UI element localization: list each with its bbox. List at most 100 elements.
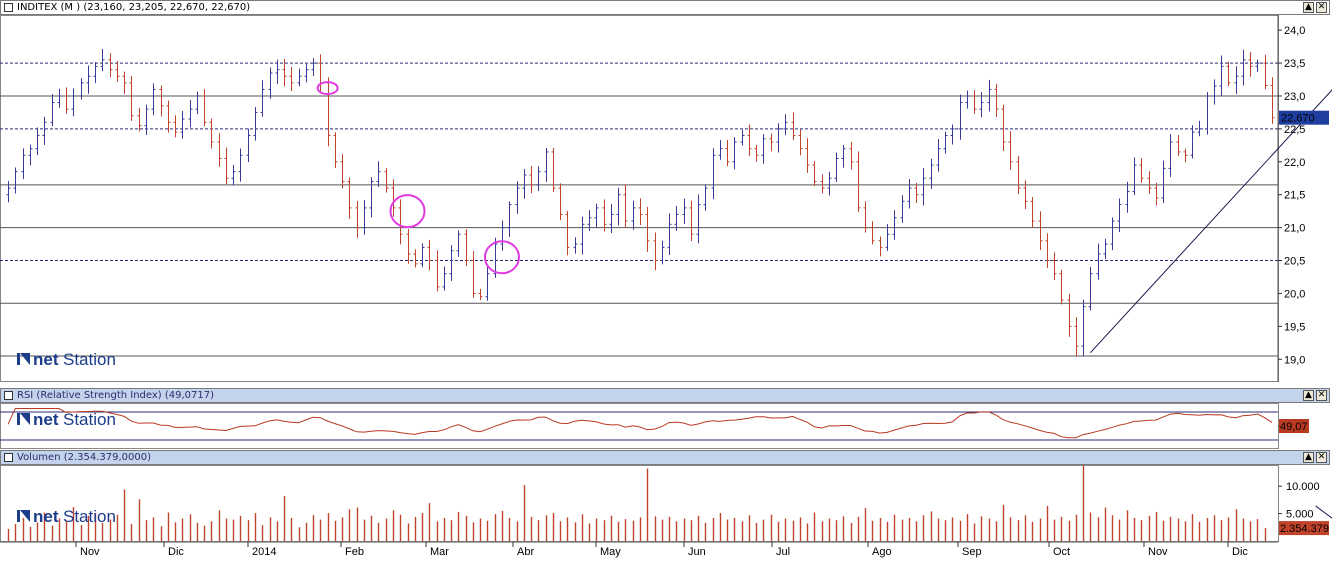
ohlc-bar: [950, 124, 955, 145]
x-tick-label: Sep: [962, 546, 982, 558]
ohlc-bar: [979, 92, 984, 118]
ohlc-bar: [1088, 266, 1093, 311]
price-panel-titlebar[interactable]: INDITEX (M ) (23,160, 23,205, 22,670, 22…: [0, 0, 1330, 15]
panel-close-button[interactable]: ✕: [1316, 452, 1327, 463]
y-tick-label: 21,0: [1284, 223, 1305, 235]
panel-select-box[interactable]: [4, 3, 13, 12]
volume-last-marker: [1279, 521, 1329, 536]
ohlc-bar: [965, 90, 970, 109]
ohlc-bar: [718, 140, 723, 160]
x-tick-label: Jun: [688, 546, 706, 558]
ohlc-bar: [464, 229, 469, 267]
logo-mark-icon: [20, 510, 30, 522]
price-plot-frame: [0, 15, 1279, 382]
ohlc-bar: [732, 137, 737, 170]
ohlc-bar: [449, 245, 454, 281]
ohlc-bar: [515, 181, 520, 214]
rsi-panel-titlebar[interactable]: RSI (Relative Strength Index) (49,0717) …: [0, 388, 1330, 403]
ohlc-bar: [369, 177, 374, 218]
ohlc-bar: [776, 123, 781, 153]
highlight-circle: [483, 240, 520, 275]
ohlc-bar: [1096, 243, 1101, 280]
ohlc-bar: [1110, 217, 1115, 251]
panel-select-box[interactable]: [4, 453, 13, 462]
ohlc-bar: [64, 87, 69, 114]
rsi-last-label: 49,07: [1280, 421, 1308, 433]
last-price-label: 22,670: [1281, 113, 1315, 125]
ohlc-bar: [594, 203, 599, 229]
ohlc-bar: [1059, 269, 1064, 305]
ohlc-bar: [1081, 299, 1086, 357]
ohlc-bar: [166, 100, 171, 133]
x-tick-label: Mar: [430, 546, 449, 558]
ohlc-bar: [478, 288, 483, 301]
ohlc-bar: [1248, 51, 1253, 77]
ohlc-bar: [1074, 317, 1079, 357]
ohlc-bar: [21, 148, 26, 179]
ohlc-bar: [1219, 55, 1224, 97]
ohlc-bar: [863, 201, 868, 233]
volume-trendline: [1315, 505, 1332, 519]
ohlc-bar: [1147, 171, 1152, 194]
volume-panel-titlebar[interactable]: Volumen (2.354.379,0000) ▲ ✕: [0, 450, 1330, 465]
y-tick-label: 24,0: [1284, 25, 1305, 37]
ohlc-bar: [580, 216, 585, 255]
ohlc-bar: [1161, 160, 1166, 203]
ohlc-bar: [50, 94, 55, 127]
ohlc-bar: [653, 232, 658, 271]
ohlc-bar: [6, 180, 11, 203]
x-tick-label: Feb: [345, 546, 364, 558]
panel-up-button[interactable]: ▲: [1303, 452, 1314, 463]
ohlc-bar: [391, 179, 396, 217]
ohlc-bar: [602, 199, 607, 232]
panel-select-box[interactable]: [4, 391, 13, 400]
ohlc-bar: [711, 148, 716, 200]
panel-close-button[interactable]: ✕: [1316, 390, 1327, 401]
price-chart[interactable]: 24,023,523,022,522,021,521,020,520,019,5…: [0, 15, 1332, 383]
panel-close-button[interactable]: ✕: [1316, 2, 1327, 13]
ohlc-bar: [529, 166, 534, 194]
price-panel-title: INDITEX (M ) (23,160, 23,205, 22,670, 22…: [17, 2, 251, 13]
ohlc-bar: [1125, 181, 1130, 213]
ohlc-bar: [631, 200, 636, 230]
y-tick-label: 19,5: [1284, 321, 1305, 333]
ohlc-bar: [86, 65, 91, 94]
ohlc-bar: [885, 224, 890, 251]
ohlc-bar: [1023, 180, 1028, 210]
ohlc-bar: [253, 107, 258, 141]
ohlc-bar: [1132, 157, 1137, 196]
ohlc-bar: [958, 94, 963, 140]
ohlc-bar: [435, 250, 440, 292]
ohlc-bar: [1016, 155, 1021, 195]
ohlc-bar: [522, 169, 527, 199]
ohlc-bar: [1001, 104, 1006, 151]
logo-suffix: Station: [63, 350, 116, 369]
ohlc-bar: [35, 127, 40, 156]
rsi-panel-title: RSI (Relative Strength Index) (49,0717): [17, 390, 215, 401]
ohlc-bar: [297, 68, 302, 87]
rsi-last-marker: [1279, 419, 1309, 433]
ohlc-bar: [42, 116, 47, 145]
y-tick-label: 22,0: [1284, 157, 1305, 169]
ohlc-bar: [1052, 252, 1057, 281]
ohlc-bar: [921, 167, 926, 206]
netstation-logo: net Station: [17, 507, 116, 526]
ohlc-bar: [115, 61, 120, 82]
logo-suffix: Station: [63, 507, 116, 526]
ohlc-bar: [260, 80, 265, 117]
ohlc-bar: [1270, 77, 1275, 124]
ohlc-bar: [456, 230, 461, 257]
ohlc-bar: [834, 152, 839, 182]
volume-chart[interactable]: 10.000 5.000 2.354.379 net Station Nov Dic 2014…: [0, 465, 1332, 561]
ohlc-bar: [238, 148, 243, 182]
panel-up-button[interactable]: ▲: [1303, 390, 1314, 401]
panel-up-button[interactable]: ▲: [1303, 2, 1314, 13]
ohlc-bar: [93, 62, 98, 84]
ohlc-bar: [914, 183, 919, 203]
x-tick-label: Jul: [776, 546, 790, 558]
ohlc-bar: [1197, 120, 1202, 137]
volume-last-label: 2.354.379: [1280, 523, 1329, 535]
ohlc-bar: [827, 171, 832, 196]
ohlc-bar: [1038, 211, 1043, 250]
